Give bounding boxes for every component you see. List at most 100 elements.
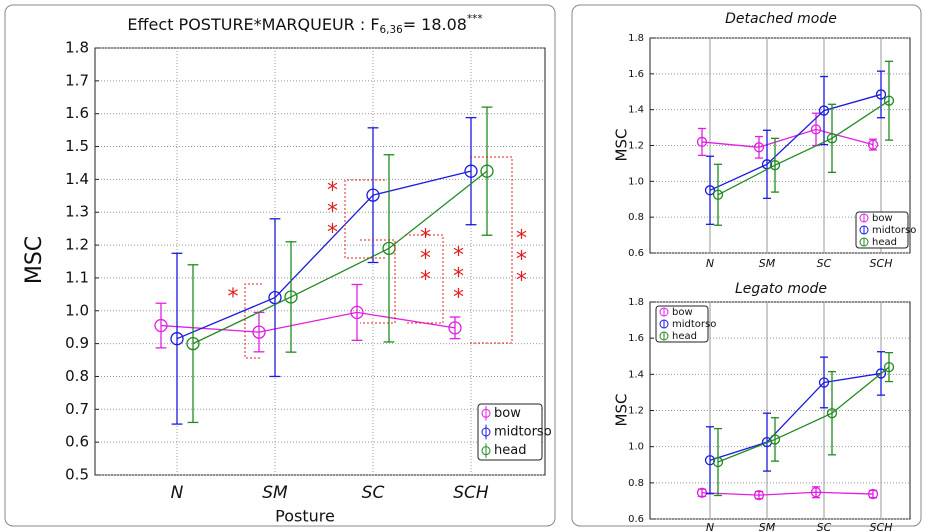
error-bar [827,370,837,456]
y-tick-label: 1.0 [65,301,89,319]
legend-label: bow [872,213,893,224]
point [883,361,895,373]
legend-label: head [672,331,697,342]
y-tick-label: 1.4 [628,369,644,380]
error-bar [884,60,894,141]
error-bar [884,351,894,383]
y-tick-label: 1.0 [628,442,644,453]
significance-bracket [360,239,396,324]
point [769,160,781,171]
point [826,133,838,144]
y-tick-label: 1.5 [65,137,89,155]
series-line [709,93,882,191]
significance-stars: *** [320,179,345,242]
point [818,377,830,388]
y-tick-label: 1.8 [628,297,644,308]
point [186,336,200,351]
error-bar [713,163,723,226]
legend-marker [659,307,669,317]
point [696,136,708,148]
point [753,489,765,501]
point [382,241,396,256]
legend-marker [659,331,669,341]
y-tick-label: 0.8 [628,212,644,223]
plot-area [94,47,546,476]
x-tick-label: SM [759,257,776,270]
y-tick-label: 1.2 [65,236,89,254]
x-tick-label: N [171,483,184,503]
error-bar [187,264,199,424]
point [712,189,724,200]
error-bar [827,103,837,174]
y-tick-label: 1.4 [628,105,644,116]
error-bar [449,316,461,340]
legend-label: midtorso [872,225,916,236]
panel-frame [4,4,556,527]
legend-marker [481,446,491,456]
error-bar [754,135,764,159]
error-bar [705,426,715,495]
legend-label: bow [672,307,693,318]
x-tick-label: SCH [870,257,893,270]
series-line [709,372,882,461]
x-tick-label: SC [817,521,832,531]
legend-box [655,305,709,343]
point [883,95,895,106]
y-tick-label: 1.7 [65,71,89,89]
point [712,456,724,468]
significance-stars: *** [509,227,534,290]
x-tick-label: SCH [453,483,489,503]
legend-label: midtorso [494,425,552,440]
error-bar [465,116,477,226]
point [284,290,298,304]
legend-label: head [872,237,897,248]
error-bar [705,155,715,225]
x-tick-label: N [706,521,714,531]
error-bar [697,127,707,157]
significance-bracket [344,179,385,259]
point [826,408,838,419]
significance-bracket [405,234,444,324]
legend-label: midtorso [672,319,716,330]
point [810,487,822,498]
significance-bracket [470,156,513,344]
point [769,434,781,445]
error-bar [171,252,183,425]
error-bar [351,283,363,341]
y-tick-label: 1.2 [628,141,644,152]
series-line [701,128,874,148]
point [366,188,380,202]
title-text: Effect POSTURE*MARQUEUR : F [127,15,379,34]
error-bar [155,302,167,349]
error-bar [819,75,829,146]
point [704,185,716,196]
error-bar [770,417,780,462]
y-tick-label: 1.3 [65,203,89,221]
legend-marker [859,237,869,247]
point [875,89,887,100]
series-line [192,170,488,345]
significance-stars: *** [413,226,438,289]
series-line [717,366,890,463]
y-tick-label: 0.6 [628,248,644,259]
y-tick-label: 1.4 [65,170,89,188]
error-bar [713,427,723,497]
point [704,455,716,466]
chart-title: Detached mode [725,11,837,27]
error-bar [762,129,772,200]
y-tick-label: 1.6 [65,104,89,122]
y-tick-label: 1.2 [628,406,644,417]
significance-bracket [244,283,262,359]
x-axis-label: Posture [275,507,335,526]
panel-frame [571,4,922,527]
x-tick-label: N [706,257,714,270]
legend-marker [481,427,491,437]
point [252,325,266,339]
point [875,368,887,379]
point [268,290,282,305]
y-tick-label: 1.0 [628,176,644,187]
point [154,318,168,333]
error-bar [285,241,297,353]
series-line [176,170,472,340]
error-bar [269,218,281,378]
